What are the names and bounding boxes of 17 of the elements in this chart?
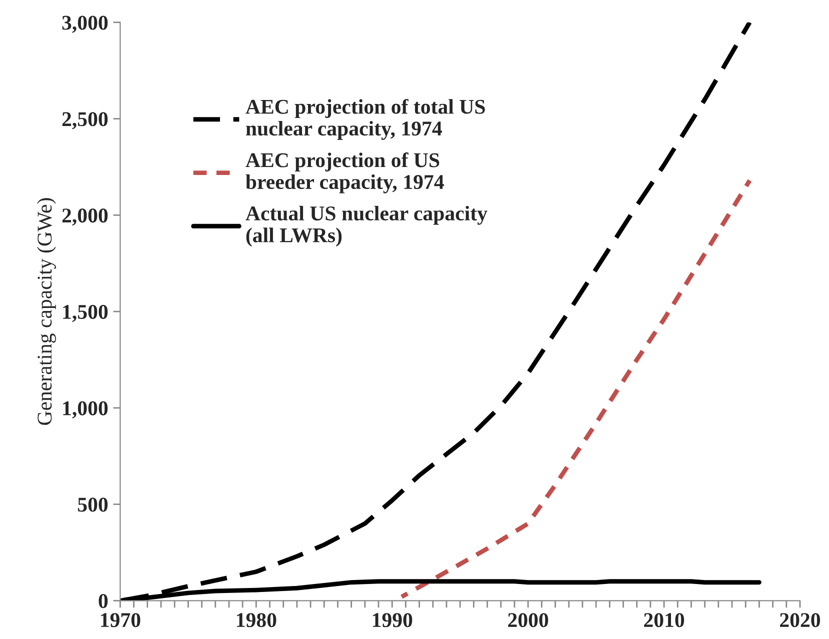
y-tick-label: 2,000 bbox=[62, 208, 108, 226]
legend-label: AEC projection of US breeder capacity, 1974 bbox=[246, 152, 444, 194]
legend-label: AEC projection of total US nuclear capacity, 1974 bbox=[246, 98, 485, 140]
x-tick-label: 2010 bbox=[644, 613, 684, 628]
y-tick-label: 1,500 bbox=[63, 304, 108, 322]
y-tick-label: 500 bbox=[78, 498, 108, 512]
y-tick-label: 2,500 bbox=[62, 112, 108, 130]
x-tick-label: 1980 bbox=[237, 613, 276, 628]
x-tick-label: 2020 bbox=[780, 613, 820, 628]
x-tick-label: 1990 bbox=[372, 613, 412, 628]
y-axis-title: Generating capacity (GWe) bbox=[37, 198, 56, 425]
y-tick-label: 3,000 bbox=[62, 16, 108, 33]
y-tick-label: 1,000 bbox=[63, 401, 108, 418]
x-tick-label: 2000 bbox=[508, 613, 548, 628]
x-tick-label: 1970 bbox=[101, 613, 140, 628]
legend-label: Actual US nuclear capacity (all LWRs) bbox=[246, 206, 488, 247]
y-tick-label: 0 bbox=[98, 594, 108, 608]
